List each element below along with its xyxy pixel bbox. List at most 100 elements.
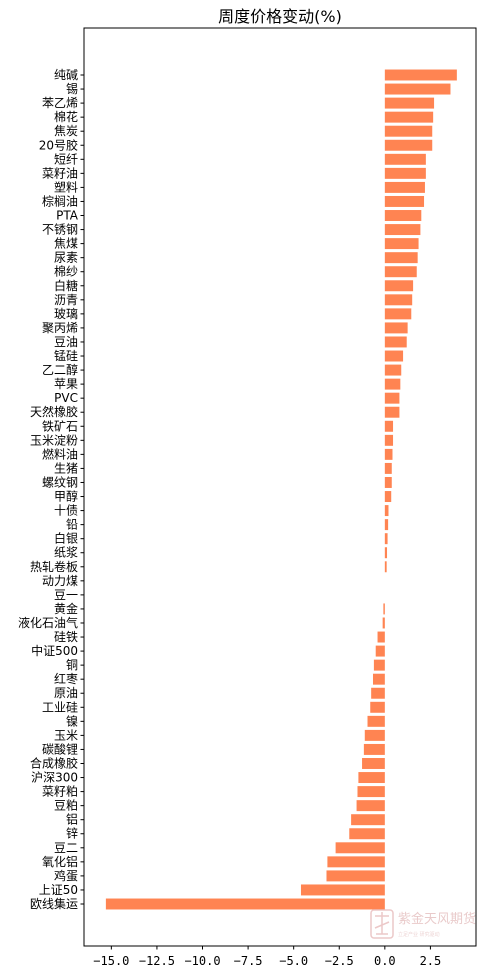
y-tick-label: PTA <box>56 209 79 223</box>
bar <box>384 547 388 559</box>
y-tick-label: 20号胶 <box>39 137 78 152</box>
bar <box>384 392 400 404</box>
bar <box>351 814 385 826</box>
y-tick-label: 塑料 <box>54 179 78 194</box>
y-tick-label: 焦炭 <box>54 124 78 138</box>
bar <box>384 322 408 334</box>
y-tick-label: 铝 <box>66 812 78 827</box>
bar <box>384 561 387 573</box>
bar <box>384 69 457 81</box>
x-tick-label: −5.0 <box>279 954 308 968</box>
watermark: 紫金天风期货 立足产业 研究驱动 <box>370 909 476 939</box>
bar <box>384 252 418 264</box>
bar <box>384 266 417 278</box>
bar <box>384 210 422 221</box>
bar <box>356 800 385 812</box>
y-tick-label: 玉米 <box>54 728 78 742</box>
bar <box>384 280 414 292</box>
y-tick-label: PVC <box>54 391 78 405</box>
bar <box>384 181 425 193</box>
y-tick-label: 白糖 <box>54 278 78 293</box>
bar <box>384 476 392 488</box>
bar <box>377 631 385 643</box>
bar <box>384 308 412 320</box>
x-tick-label: −7.5 <box>234 954 263 968</box>
y-tick-label: 沪深300 <box>31 771 78 785</box>
bar <box>384 434 394 446</box>
bar <box>327 856 385 868</box>
y-tick-label: 豆一 <box>54 588 78 602</box>
y-tick-label: 硅铁 <box>54 630 78 644</box>
bar <box>364 729 385 741</box>
watermark-seal <box>370 909 394 939</box>
bar <box>373 659 385 671</box>
y-tick-label: 纸浆 <box>54 545 78 560</box>
y-tick-label: 聚丙烯 <box>42 321 78 335</box>
bar <box>357 786 385 798</box>
bar <box>363 743 385 755</box>
y-tick-label: 苯乙烯 <box>42 96 78 110</box>
bar <box>372 673 385 685</box>
x-tick-label: 0.0 <box>374 954 396 968</box>
y-tick-label: 乙二醇 <box>42 362 78 377</box>
y-tick-label: 锌 <box>66 827 78 841</box>
bar <box>375 645 385 657</box>
y-tick-label: 玻璃 <box>54 307 78 321</box>
bar <box>384 167 426 179</box>
y-tick-label: 镍 <box>66 714 78 728</box>
bar <box>384 153 426 165</box>
bar <box>384 139 433 151</box>
y-tick-label: 合成橡胶 <box>30 755 78 770</box>
bar <box>384 224 421 236</box>
chart-title: 周度价格变动(%) <box>218 7 342 26</box>
y-tick-label: 沥青 <box>54 293 78 307</box>
y-tick-label: 上证50 <box>39 883 78 897</box>
bar <box>384 491 392 503</box>
y-tick-label: 苹果 <box>54 377 78 391</box>
bar <box>300 884 385 896</box>
y-tick-label: 氧化铝 <box>42 854 78 869</box>
bar <box>384 378 401 390</box>
bar <box>367 715 385 727</box>
bar <box>371 687 385 699</box>
bar <box>370 701 385 713</box>
bar <box>349 828 385 840</box>
y-tick-label: 天然橡胶 <box>30 404 78 419</box>
bar <box>335 842 385 854</box>
x-tick-label: 2.5 <box>420 954 442 968</box>
bar <box>384 111 434 123</box>
bar <box>383 603 385 615</box>
y-tick-label: 碳酸锂 <box>42 741 78 756</box>
x-tick-label: −10.0 <box>184 954 220 968</box>
y-tick-label: 棕榈油 <box>42 193 78 208</box>
bar <box>326 870 385 882</box>
bars-group <box>105 69 457 910</box>
bar <box>384 97 435 109</box>
y-tick-label: 螺纹钢 <box>42 475 78 489</box>
y-tick-label: 黄金 <box>54 601 78 616</box>
y-tick-label: 鸡蛋 <box>54 868 78 883</box>
bar <box>384 420 394 432</box>
y-tick-label: 不锈钢 <box>42 223 78 237</box>
bar <box>384 406 400 418</box>
bar <box>384 448 393 460</box>
y-tick-label: 菜籽油 <box>42 166 78 180</box>
y-tick-label: 中证500 <box>31 643 78 658</box>
y-tick-label: 玉米淀粉 <box>30 433 78 447</box>
y-tick-label: 十债 <box>54 504 78 518</box>
bar <box>384 238 419 250</box>
y-tick-label: 菜籽粕 <box>42 784 78 799</box>
y-axis-labels: 纯碱锡苯乙烯棉花焦炭20号胶短纤菜籽油塑料棕榈油PTA不锈钢焦煤尿素棉纱白糖沥青… <box>18 68 84 911</box>
y-tick-label: 白银 <box>54 531 78 546</box>
bar <box>384 83 451 95</box>
y-tick-label: 铜 <box>66 657 78 672</box>
x-tick-label: −12.5 <box>139 954 175 968</box>
y-tick-label: 棉纱 <box>54 265 78 279</box>
y-tick-label: 动力煤 <box>42 574 78 588</box>
plot-area-frame <box>83 27 477 947</box>
y-tick-label: 工业硅 <box>42 700 78 714</box>
y-tick-label: 锰硅 <box>54 348 78 363</box>
y-tick-label: 热轧卷板 <box>30 559 78 574</box>
y-tick-label: 尿素 <box>54 251 78 265</box>
